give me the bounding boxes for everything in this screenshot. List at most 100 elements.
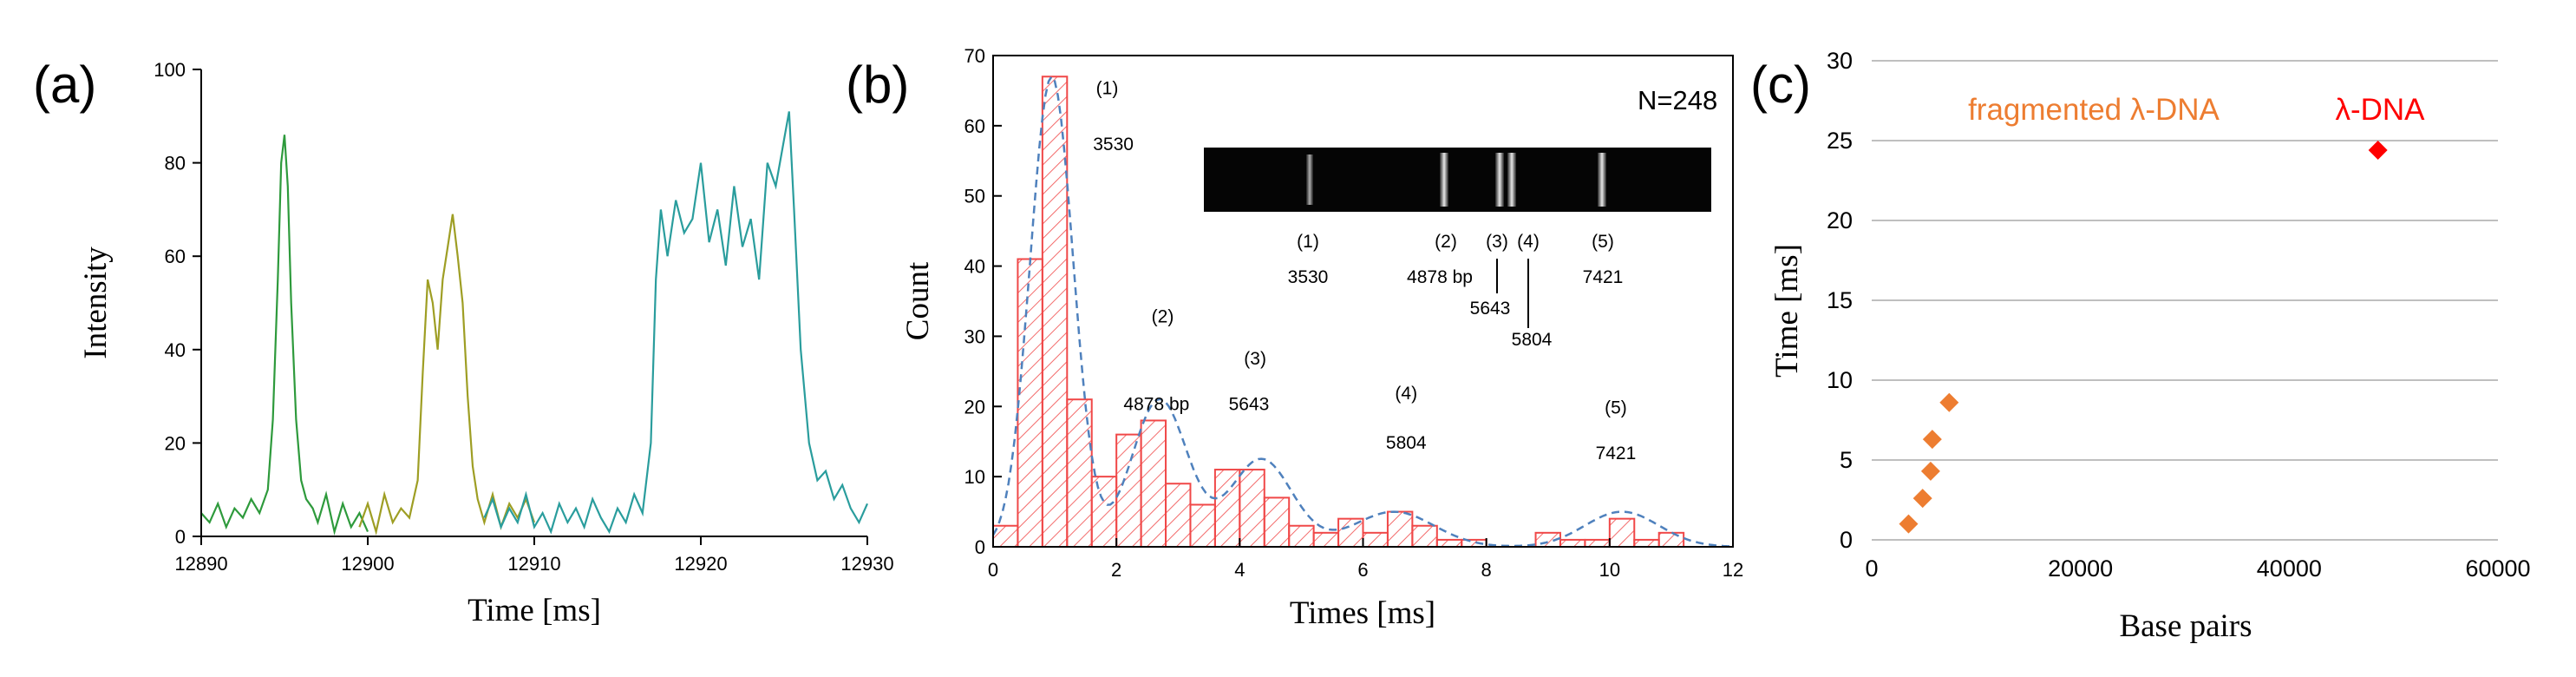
a-y-tick-label: 20 — [165, 432, 186, 454]
b-histogram-bar — [1312, 531, 1340, 548]
panel-c-scatter: 0 20000 40000 60000 0 5 10 15 20 25 30 fragmented … — [1769, 48, 2531, 644]
a-y-tick-label: 40 — [165, 339, 186, 361]
inset-label-num-1: (1) — [1297, 232, 1319, 252]
c-y-tick-label: 5 — [1840, 447, 1853, 473]
a-x-tick-label: 12920 — [674, 553, 727, 575]
b-x-tick-label: 4 — [1234, 559, 1245, 581]
inset-label-value-2: 4878 bp — [1407, 267, 1473, 287]
c-point-series-2 — [2368, 141, 2388, 161]
b-peak-annotation: (2) — [1152, 306, 1174, 326]
inset-label-num-2: (2) — [1435, 232, 1457, 252]
b-x-tick-label: 6 — [1357, 559, 1368, 581]
b-plot-frame — [992, 55, 1734, 548]
a-x-tick-label: 12910 — [507, 553, 560, 575]
b-count-label: N=248 — [1638, 85, 1717, 115]
b-x-tick-label: 8 — [1481, 559, 1492, 581]
c-y-axis-label: Time [ms] — [1769, 244, 1805, 378]
inset-label-num-4: (4) — [1517, 232, 1540, 252]
c-point-series-1 — [1922, 430, 1942, 450]
inset-band-1 — [1306, 154, 1313, 205]
inset-label-value-4: 5804 — [1512, 330, 1553, 350]
a-y-tick-label: 0 — [175, 526, 186, 548]
b-inset-labels: (1) 3530 (2) 4878 bp (3) 5643 (4) 5804 (… — [1288, 232, 1624, 350]
inset-label-value-5: 7421 — [1583, 267, 1624, 287]
b-histogram-bar — [1090, 476, 1118, 549]
b-histogram-bar — [1288, 524, 1315, 549]
inset-band-4 — [1507, 153, 1516, 207]
a-y-tick-label: 60 — [165, 246, 186, 267]
b-histogram-bar — [1362, 531, 1389, 548]
inset-band-2 — [1440, 153, 1448, 207]
b-histogram-bar — [1633, 538, 1660, 549]
a-x-tick-label: 12890 — [174, 553, 227, 575]
b-histogram-bar — [1239, 469, 1265, 548]
a-series-line-1 — [200, 135, 369, 536]
b-peak-annotation: (1) — [1096, 78, 1119, 98]
panel-label-a: (a) — [33, 56, 96, 114]
b-histogram-bar — [1411, 524, 1438, 549]
b-peak-annotation: 3530 — [1093, 135, 1134, 154]
b-x-tick-label: 10 — [1599, 559, 1620, 581]
b-histogram-bar — [1263, 496, 1291, 549]
b-peak-annotation: 5804 — [1386, 433, 1427, 453]
b-y-tick-label: 20 — [964, 396, 985, 417]
c-x-tick-label: 60000 — [2465, 555, 2530, 582]
b-x-axis-label: Times [ms] — [1290, 595, 1435, 631]
b-inset-gel-image — [1204, 148, 1711, 212]
b-histogram-bar — [1608, 517, 1636, 549]
c-series-label-fragmented: fragmented λ-DNA — [1968, 93, 2220, 127]
c-y-tick-label: 30 — [1827, 48, 1853, 74]
b-x-tick-label: 12 — [1723, 559, 1743, 581]
b-histogram-bar — [1435, 538, 1463, 549]
b-histogram-bar — [1559, 538, 1586, 549]
b-histogram-bar — [1189, 503, 1216, 549]
b-y-tick-label: 60 — [964, 115, 985, 137]
b-y-tick-label: 40 — [964, 256, 985, 278]
inset-label-num-3: (3) — [1486, 232, 1508, 252]
b-histogram-bar — [1657, 531, 1685, 548]
b-y-tick-label: 30 — [964, 325, 985, 347]
a-x-axis-label: Time [ms] — [467, 593, 601, 628]
inset-label-value-1: 3530 — [1288, 267, 1329, 287]
c-y-tick-label: 10 — [1827, 367, 1853, 393]
b-peak-annotation: 5643 — [1229, 394, 1270, 414]
inset-label-num-5: (5) — [1592, 232, 1614, 252]
c-point-series-1 — [1920, 461, 1940, 481]
b-x-tick-label: 0 — [988, 559, 998, 581]
inset-band-3 — [1495, 153, 1504, 207]
inset-label-value-3: 5643 — [1470, 299, 1511, 319]
c-point-series-1 — [1912, 489, 1932, 509]
c-x-tick-label: 20000 — [2048, 555, 2113, 582]
b-histogram-bar — [1017, 258, 1043, 548]
a-y-tick-label: 100 — [154, 59, 186, 81]
c-y-tick-label: 20 — [1827, 207, 1853, 233]
a-y-tick-label: 80 — [165, 153, 186, 174]
b-y-tick-label: 0 — [975, 536, 985, 558]
c-y-tick-label: 25 — [1827, 128, 1853, 154]
c-y-tick-label: 0 — [1840, 527, 1853, 553]
panel-b-histogram: (1) 3530 (2) 4878 bp (3) 5643 (4) 5804 (5) 7421 N… — [900, 45, 1743, 631]
b-peak-annotation: (3) — [1244, 349, 1266, 369]
c-point-series-1 — [1939, 392, 1959, 412]
c-x-tick-label: 40000 — [2257, 555, 2322, 582]
a-y-axis-label: Intensity — [78, 246, 114, 359]
panel-a-line-chart: 12890 12900 12910 12920 12930 0 20 40 60 80 100 Ti… — [78, 59, 894, 628]
a-series-line-3 — [483, 111, 869, 535]
b-peak-annotation: 7421 — [1596, 444, 1637, 463]
b-y-tick-label: 50 — [964, 186, 985, 207]
c-x-tick-label: 0 — [1865, 555, 1878, 582]
c-x-axis-label: Base pairs — [2119, 608, 2252, 644]
c-y-tick-label: 15 — [1827, 287, 1853, 313]
c-series-label-lambda: λ-DNA — [2335, 93, 2425, 127]
a-x-tick-label: 12900 — [341, 553, 394, 575]
b-peak-annotation: (4) — [1395, 384, 1417, 404]
b-histogram-bar — [1386, 510, 1414, 548]
b-peak-annotation: 4878 bp — [1123, 394, 1189, 414]
a-series-line-2 — [358, 214, 536, 536]
b-histogram-bar — [1165, 483, 1192, 549]
b-y-tick-label: 10 — [964, 466, 985, 488]
b-histogram-bar — [1140, 419, 1167, 549]
b-x-tick-label: 2 — [1111, 559, 1121, 581]
panel-label-b: (b) — [846, 56, 909, 114]
